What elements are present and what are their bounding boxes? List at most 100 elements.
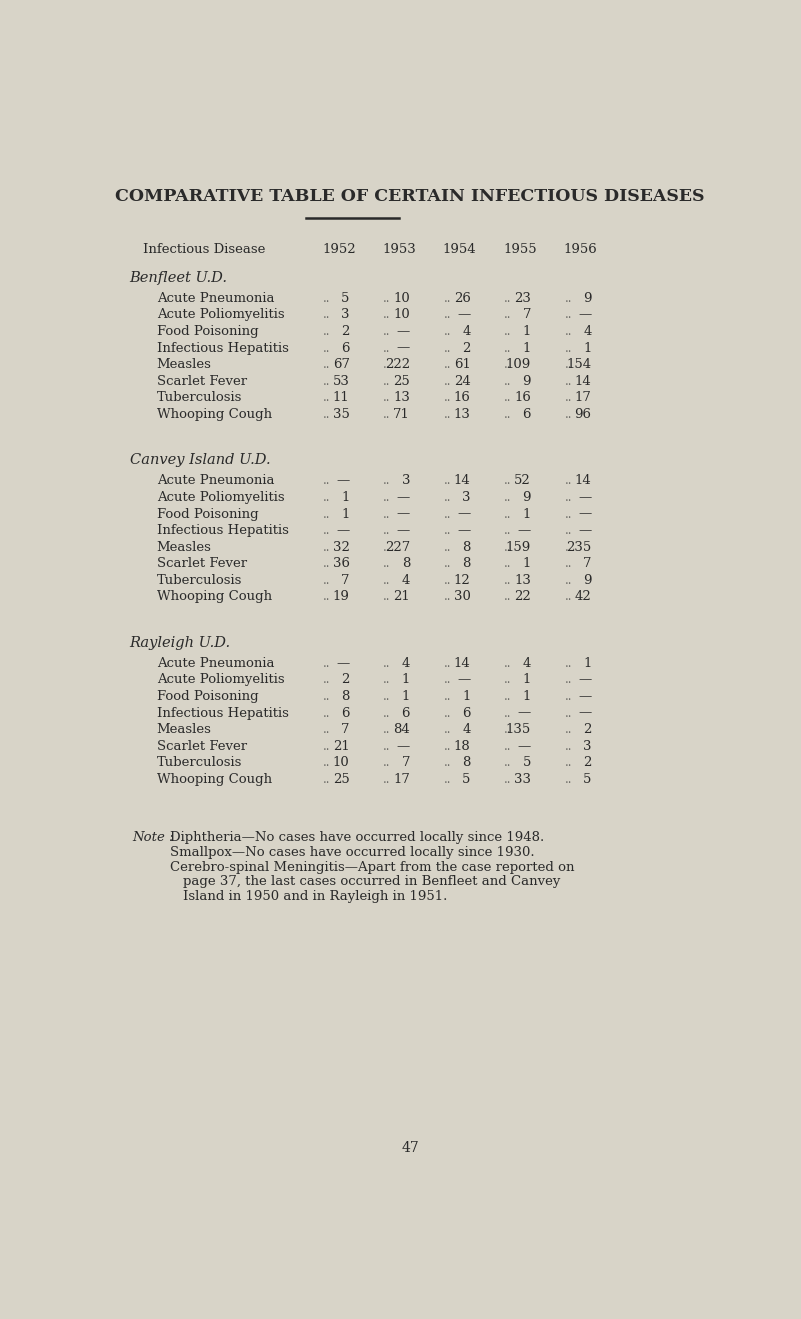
Text: 4: 4 xyxy=(522,657,531,670)
Text: 1: 1 xyxy=(583,342,591,355)
Text: ..: .. xyxy=(323,591,330,603)
Text: —: — xyxy=(336,657,350,670)
Text: ..: .. xyxy=(444,359,451,371)
Text: Cerebro-spinal Meningitis—Apart from the case reported on: Cerebro-spinal Meningitis—Apart from the… xyxy=(170,860,574,873)
Text: —: — xyxy=(517,707,531,720)
Text: —: — xyxy=(457,508,470,521)
Text: ..: .. xyxy=(504,508,512,521)
Text: 14: 14 xyxy=(575,475,591,488)
Text: ..: .. xyxy=(383,557,391,570)
Text: 71: 71 xyxy=(393,408,410,421)
Text: ..: .. xyxy=(444,392,451,404)
Text: 52: 52 xyxy=(514,475,531,488)
Text: 13: 13 xyxy=(393,392,410,404)
Text: 1: 1 xyxy=(341,508,350,521)
Text: 10: 10 xyxy=(393,309,410,322)
Text: 6: 6 xyxy=(341,342,350,355)
Text: 25: 25 xyxy=(333,773,350,786)
Text: ..: .. xyxy=(504,524,512,537)
Text: —: — xyxy=(336,524,350,537)
Text: ..: .. xyxy=(444,773,451,786)
Text: ..: .. xyxy=(444,309,451,322)
Text: ..: .. xyxy=(444,508,451,521)
Text: ..: .. xyxy=(323,524,330,537)
Text: 7: 7 xyxy=(401,756,410,769)
Text: ..: .. xyxy=(565,756,572,769)
Text: —: — xyxy=(396,524,410,537)
Text: ..: .. xyxy=(565,557,572,570)
Text: 3: 3 xyxy=(341,309,350,322)
Text: Diphtheria—No cases have occurred locally since 1948.: Diphtheria—No cases have occurred locall… xyxy=(170,831,544,844)
Text: ..: .. xyxy=(504,557,512,570)
Text: ..: .. xyxy=(565,773,572,786)
Text: ..: .. xyxy=(383,359,391,371)
Text: 1952: 1952 xyxy=(322,243,356,256)
Text: —: — xyxy=(457,524,470,537)
Text: 9: 9 xyxy=(583,574,591,587)
Text: 135: 135 xyxy=(505,723,531,736)
Text: 6: 6 xyxy=(462,707,470,720)
Text: ..: .. xyxy=(565,690,572,703)
Text: 1: 1 xyxy=(522,674,531,686)
Text: 9: 9 xyxy=(522,375,531,388)
Text: Food Poisoning: Food Poisoning xyxy=(157,324,259,338)
Text: ..: .. xyxy=(323,740,330,753)
Text: ..: .. xyxy=(323,773,330,786)
Text: ..: .. xyxy=(504,674,512,686)
Text: 222: 222 xyxy=(385,359,410,371)
Text: 14: 14 xyxy=(454,475,470,488)
Text: Island in 1950 and in Rayleigh in 1951.: Island in 1950 and in Rayleigh in 1951. xyxy=(183,890,448,902)
Text: —: — xyxy=(578,707,591,720)
Text: 7: 7 xyxy=(583,557,591,570)
Text: 1: 1 xyxy=(522,508,531,521)
Text: Tuberculosis: Tuberculosis xyxy=(157,392,242,404)
Text: ..: .. xyxy=(565,359,572,371)
Text: 1: 1 xyxy=(402,674,410,686)
Text: —: — xyxy=(578,674,591,686)
Text: 4: 4 xyxy=(462,723,470,736)
Text: ..: .. xyxy=(504,291,512,305)
Text: 7: 7 xyxy=(522,309,531,322)
Text: Acute Poliomyelitis: Acute Poliomyelitis xyxy=(157,674,284,686)
Text: 5: 5 xyxy=(583,773,591,786)
Text: ..: .. xyxy=(323,475,330,488)
Text: Tuberculosis: Tuberculosis xyxy=(157,756,242,769)
Text: ..: .. xyxy=(444,674,451,686)
Text: —: — xyxy=(396,491,410,504)
Text: 23: 23 xyxy=(514,291,531,305)
Text: ..: .. xyxy=(383,291,391,305)
Text: —: — xyxy=(517,524,531,537)
Text: ..: .. xyxy=(565,324,572,338)
Text: Acute Poliomyelitis: Acute Poliomyelitis xyxy=(157,309,284,322)
Text: ..: .. xyxy=(565,574,572,587)
Text: 227: 227 xyxy=(384,541,410,554)
Text: 24: 24 xyxy=(454,375,470,388)
Text: Infectious Disease: Infectious Disease xyxy=(143,243,265,256)
Text: Whooping Cough: Whooping Cough xyxy=(157,773,272,786)
Text: ..: .. xyxy=(383,491,391,504)
Text: ..: .. xyxy=(444,591,451,603)
Text: —: — xyxy=(396,342,410,355)
Text: 8: 8 xyxy=(462,756,470,769)
Text: ..: .. xyxy=(323,375,330,388)
Text: 2: 2 xyxy=(462,342,470,355)
Text: Food Poisoning: Food Poisoning xyxy=(157,690,259,703)
Text: Canvey Island U.D.: Canvey Island U.D. xyxy=(130,454,270,467)
Text: ..: .. xyxy=(444,707,451,720)
Text: ..: .. xyxy=(444,756,451,769)
Text: 9: 9 xyxy=(522,491,531,504)
Text: ..: .. xyxy=(323,392,330,404)
Text: ..: .. xyxy=(504,475,512,488)
Text: Acute Pneumonia: Acute Pneumonia xyxy=(157,657,274,670)
Text: 5: 5 xyxy=(522,756,531,769)
Text: ..: .. xyxy=(504,690,512,703)
Text: 12: 12 xyxy=(454,574,470,587)
Text: 1: 1 xyxy=(522,342,531,355)
Text: 16: 16 xyxy=(453,392,470,404)
Text: Note :: Note : xyxy=(133,831,179,844)
Text: 1: 1 xyxy=(341,491,350,504)
Text: 4: 4 xyxy=(583,324,591,338)
Text: 8: 8 xyxy=(402,557,410,570)
Text: ..: .. xyxy=(383,524,391,537)
Text: ..: .. xyxy=(504,491,512,504)
